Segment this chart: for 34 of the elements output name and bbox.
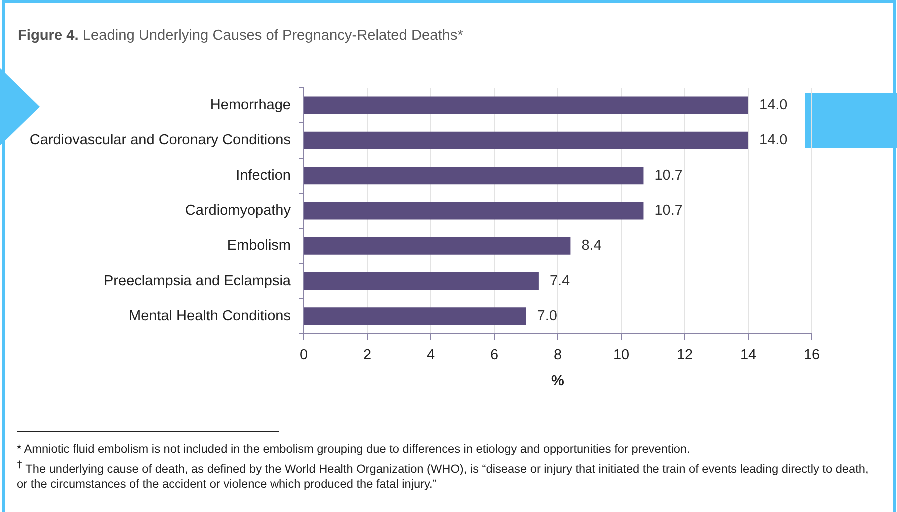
- x-tick-label: 10: [613, 348, 630, 364]
- data-label: 8.4: [582, 238, 602, 254]
- x-tick-label: 4: [426, 348, 436, 364]
- x-axis-title: %: [552, 373, 565, 390]
- y-tick-label: Cardiomyopathy: [185, 203, 292, 219]
- bar: [304, 132, 748, 150]
- x-tick-label: 8: [554, 348, 562, 364]
- text: $^{†}$ The underlying cause of death, as defined by the World Health Organization (WHO), is “disease or injury that initiated the train of events leading directly to death, or the circumstances of the accident or violence which produced the fatal injury.”: [17, 460, 870, 492]
- bar: [304, 202, 644, 220]
- bar: [304, 272, 539, 290]
- x-tick-label: 16: [804, 348, 820, 364]
- chart-title: Figure 4. Leading Underlying Causes of Pregnancy-Related Deaths*: [18, 28, 464, 44]
- data-label: 7.4: [550, 273, 570, 290]
- bar: [304, 167, 644, 185]
- data-label: 14.0: [760, 98, 788, 114]
- bar: [304, 308, 526, 326]
- text: * Amniotic fluid embolism is not included in the embolism grouping due to differences in etiology and opportunities for prevention.: [17, 442, 692, 457]
- y-tick-label: Hemorrhage: [210, 98, 291, 114]
- x-tick-label: 14: [740, 348, 757, 364]
- y-tick-label: Embolism: [227, 238, 291, 254]
- data-label: 10.7: [654, 203, 683, 219]
- y-tick-label: Cardiovascular and Coronary Conditions: [30, 132, 291, 149]
- x-tick-label: 0: [300, 348, 308, 364]
- bar: [304, 96, 748, 114]
- data-label: 7.0: [537, 308, 558, 324]
- y-tick-label: Preeclampsia and Eclampsia: [104, 273, 292, 290]
- x-tick-label: 6: [490, 348, 499, 364]
- x-tick-label: 2: [363, 348, 372, 364]
- y-tick-label: Infection: [236, 168, 291, 184]
- bar: [304, 237, 571, 255]
- data-label: 10.7: [654, 168, 683, 184]
- data-label: 14.0: [760, 132, 788, 149]
- x-tick-label: 12: [676, 348, 694, 364]
- y-tick-label: Mental Health Conditions: [128, 308, 291, 324]
